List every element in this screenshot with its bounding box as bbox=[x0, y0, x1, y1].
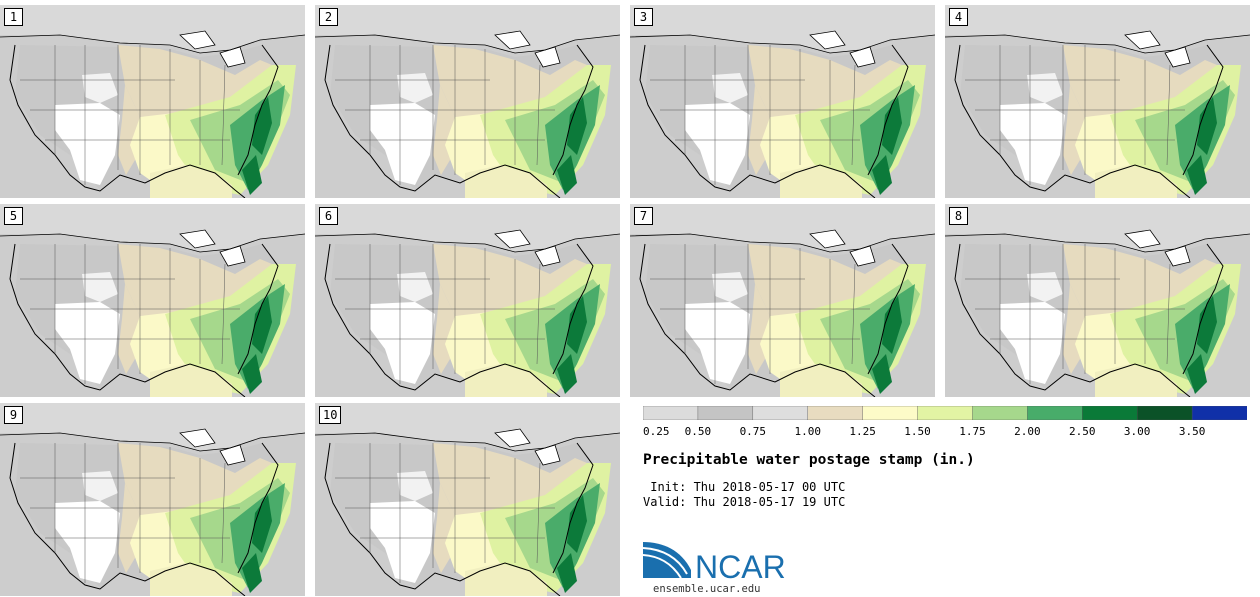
ncar-logo-icon bbox=[643, 542, 691, 578]
map-panel-8: 8 bbox=[945, 204, 1250, 397]
panel-number: 4 bbox=[949, 8, 968, 26]
map-panel-4: 4 bbox=[945, 5, 1250, 198]
panel-number: 6 bbox=[319, 207, 338, 225]
colorbar-tick-label: 1.75 bbox=[959, 425, 986, 438]
precipitable-water-map bbox=[315, 5, 620, 198]
ncar-logo: NCAR bbox=[643, 542, 786, 584]
colorbar-tick-label: 1.25 bbox=[849, 425, 876, 438]
panel-number: 9 bbox=[4, 406, 23, 424]
map-panel-3: 3 bbox=[630, 5, 935, 198]
colorbar-segment bbox=[1136, 406, 1193, 420]
colorbar-tick-label: 1.00 bbox=[794, 425, 821, 438]
colorbar-segment bbox=[917, 406, 974, 420]
ncar-logo-text: NCAR bbox=[695, 549, 786, 584]
colorbar-segment bbox=[1191, 406, 1247, 420]
precipitable-water-map bbox=[0, 5, 305, 198]
precipitable-water-map bbox=[945, 5, 1250, 198]
colorbar-tick-label: 2.00 bbox=[1014, 425, 1041, 438]
site-url: ensemble.ucar.edu bbox=[653, 583, 761, 595]
colorbar-segment bbox=[752, 406, 809, 420]
colorbar-segment bbox=[972, 406, 1029, 420]
colorbar-segment bbox=[643, 406, 699, 420]
panel-number: 2 bbox=[319, 8, 338, 26]
precipitable-water-map bbox=[315, 204, 620, 397]
colorbar-tick-label: 2.50 bbox=[1069, 425, 1096, 438]
map-panel-9: 9 bbox=[0, 403, 305, 596]
map-panel-2: 2 bbox=[315, 5, 620, 198]
panel-number: 10 bbox=[319, 406, 342, 424]
panel-number: 1 bbox=[4, 8, 23, 26]
colorbar-segment bbox=[1027, 406, 1083, 420]
map-panel-7: 7 bbox=[630, 204, 935, 397]
precipitable-water-map bbox=[0, 403, 305, 596]
map-panel-5: 5 bbox=[0, 204, 305, 397]
panel-number: 7 bbox=[634, 207, 653, 225]
colorbar-tick-label: 0.75 bbox=[739, 425, 767, 438]
precipitable-water-map bbox=[945, 204, 1250, 397]
colorbar-tick-label: 3.50 bbox=[1178, 425, 1206, 438]
precipitable-water-map bbox=[0, 204, 305, 397]
init-time: Init: Thu 2018-05-17 00 UTC bbox=[643, 480, 846, 494]
panel-number: 8 bbox=[949, 207, 968, 225]
chart-title: Precipitable water postage stamp (in.) bbox=[643, 452, 975, 468]
precipitable-water-map bbox=[630, 204, 935, 397]
colorbar-tick-label: 3.00 bbox=[1123, 425, 1151, 438]
colorbar-tick-label: 1.50 bbox=[904, 425, 931, 438]
valid-time: Valid: Thu 2018-05-17 19 UTC bbox=[643, 495, 846, 509]
colorbar-segment bbox=[807, 406, 864, 420]
colorbar-tick-label: 0.50 bbox=[684, 425, 712, 438]
colorbar-segment bbox=[862, 406, 919, 420]
panel-number: 3 bbox=[634, 8, 653, 26]
map-panel-6: 6 bbox=[315, 204, 620, 397]
map-panel-10: 10 bbox=[315, 403, 620, 596]
colorbar-tick-label: 0.25 bbox=[643, 425, 670, 438]
map-panel-1: 1 bbox=[0, 5, 305, 198]
panel-number: 5 bbox=[4, 207, 23, 225]
precipitable-water-map bbox=[630, 5, 935, 198]
precipitable-water-map bbox=[315, 403, 620, 596]
colorbar bbox=[643, 406, 1247, 420]
colorbar-segment bbox=[697, 406, 754, 420]
colorbar-segment bbox=[1082, 406, 1138, 420]
